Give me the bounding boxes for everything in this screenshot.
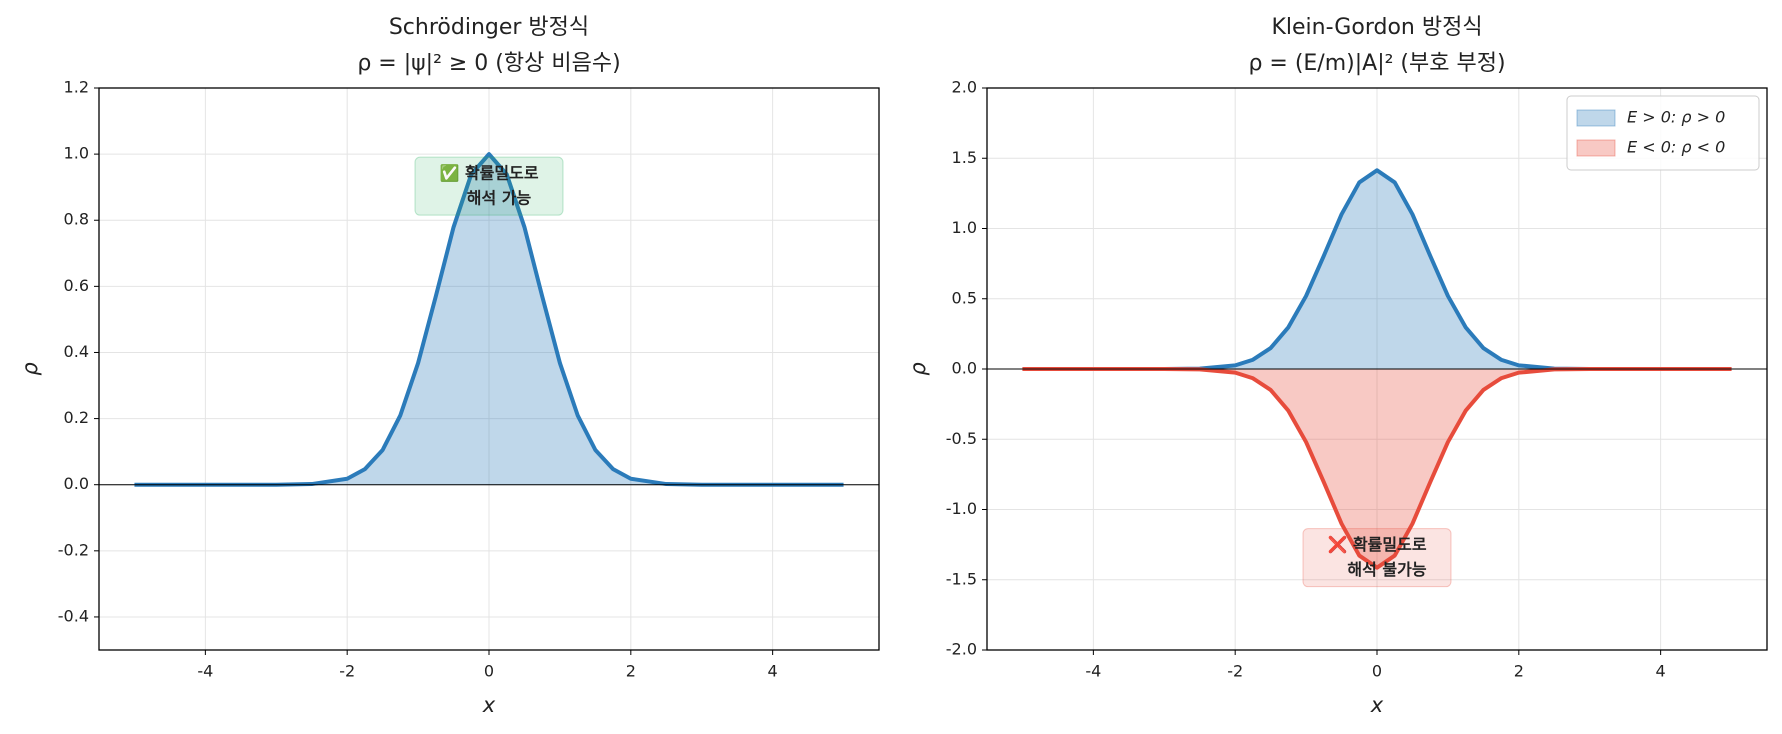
chart-title: Schrödinger 방정식	[389, 15, 589, 40]
y-tick-label: 2.0	[952, 78, 977, 97]
y-axis-label: ρ	[906, 362, 930, 376]
y-tick-label: 1.0	[952, 218, 977, 237]
y-tick-label: -2.0	[946, 640, 977, 659]
chart-subtitle: ρ = (E/m)|A|² (부호 부정)	[1248, 51, 1505, 76]
y-tick-label: 0.8	[64, 210, 89, 229]
x-axis-label: x	[1370, 693, 1384, 717]
y-tick-label: -1.5	[946, 569, 977, 588]
area	[1022, 170, 1732, 369]
y-tick-label: 0.4	[64, 342, 89, 361]
y-tick-label: 1.5	[952, 148, 977, 167]
y-tick-label: 0.6	[64, 276, 89, 295]
x-tick-label: 0	[1372, 662, 1382, 681]
y-tick-label: 1.2	[64, 78, 89, 97]
axes-frame	[986, 87, 1768, 651]
annotation: ✅ 확률밀도로	[439, 164, 538, 183]
legend-label: E > 0: ρ > 0	[1627, 108, 1725, 127]
legend-swatch	[1576, 139, 1616, 157]
y-tick-label: -0.2	[58, 540, 89, 559]
y-tick-label: 0.0	[952, 359, 977, 378]
x-tick-label: 4	[1656, 662, 1666, 681]
area	[1022, 369, 1732, 568]
y-tick-label: 0.0	[64, 474, 89, 493]
line	[1022, 168, 1732, 371]
legend-swatch	[1576, 109, 1616, 127]
x-tick-label: -2	[1227, 662, 1243, 681]
chart-subtitle: ρ = |ψ|² ≥ 0 (항상 비음수)	[357, 51, 620, 76]
x-axis-label: x	[482, 693, 496, 717]
y-tick-label: -1.0	[946, 499, 977, 518]
x-tick-label: -2	[339, 662, 355, 681]
legend-label: E < 0: ρ < 0	[1627, 138, 1725, 157]
panel: Schrödinger 방정식 ρ = |ψ|² ≥ 0 (항상 비음수) -0.4…	[18, 15, 880, 717]
line	[134, 152, 844, 487]
x-tick-label: 0	[484, 662, 494, 681]
annotation-box	[1302, 528, 1452, 588]
annotation: 해석 가능	[467, 189, 532, 208]
line	[1022, 367, 1732, 570]
annotation: 해석 불가능	[1347, 560, 1426, 579]
y-tick-label: 1.0	[64, 144, 89, 163]
y-tick-label: 0.5	[952, 288, 977, 307]
y-tick-label: -0.4	[58, 606, 89, 625]
annotation: ❌ 확률밀도로	[1327, 535, 1426, 554]
panel: Klein-Gordon 방정식 ρ = (E/m)|A|² (부호 부정) -2.…	[906, 15, 1768, 717]
x-tick-label: -4	[1085, 662, 1101, 681]
x-tick-label: -4	[197, 662, 213, 681]
y-tick-label: -0.5	[946, 429, 977, 448]
y-tick-label: 0.2	[64, 408, 89, 427]
annotation-box	[414, 156, 564, 216]
y-axis-label: ρ	[18, 362, 42, 376]
area	[134, 154, 844, 485]
legend-box	[1566, 95, 1760, 171]
chart-title: Klein-Gordon 방정식	[1271, 15, 1482, 40]
x-tick-label: 4	[768, 662, 778, 681]
axes-frame	[98, 87, 880, 651]
x-tick-label: 2	[1514, 662, 1524, 681]
x-tick-label: 2	[626, 662, 636, 681]
